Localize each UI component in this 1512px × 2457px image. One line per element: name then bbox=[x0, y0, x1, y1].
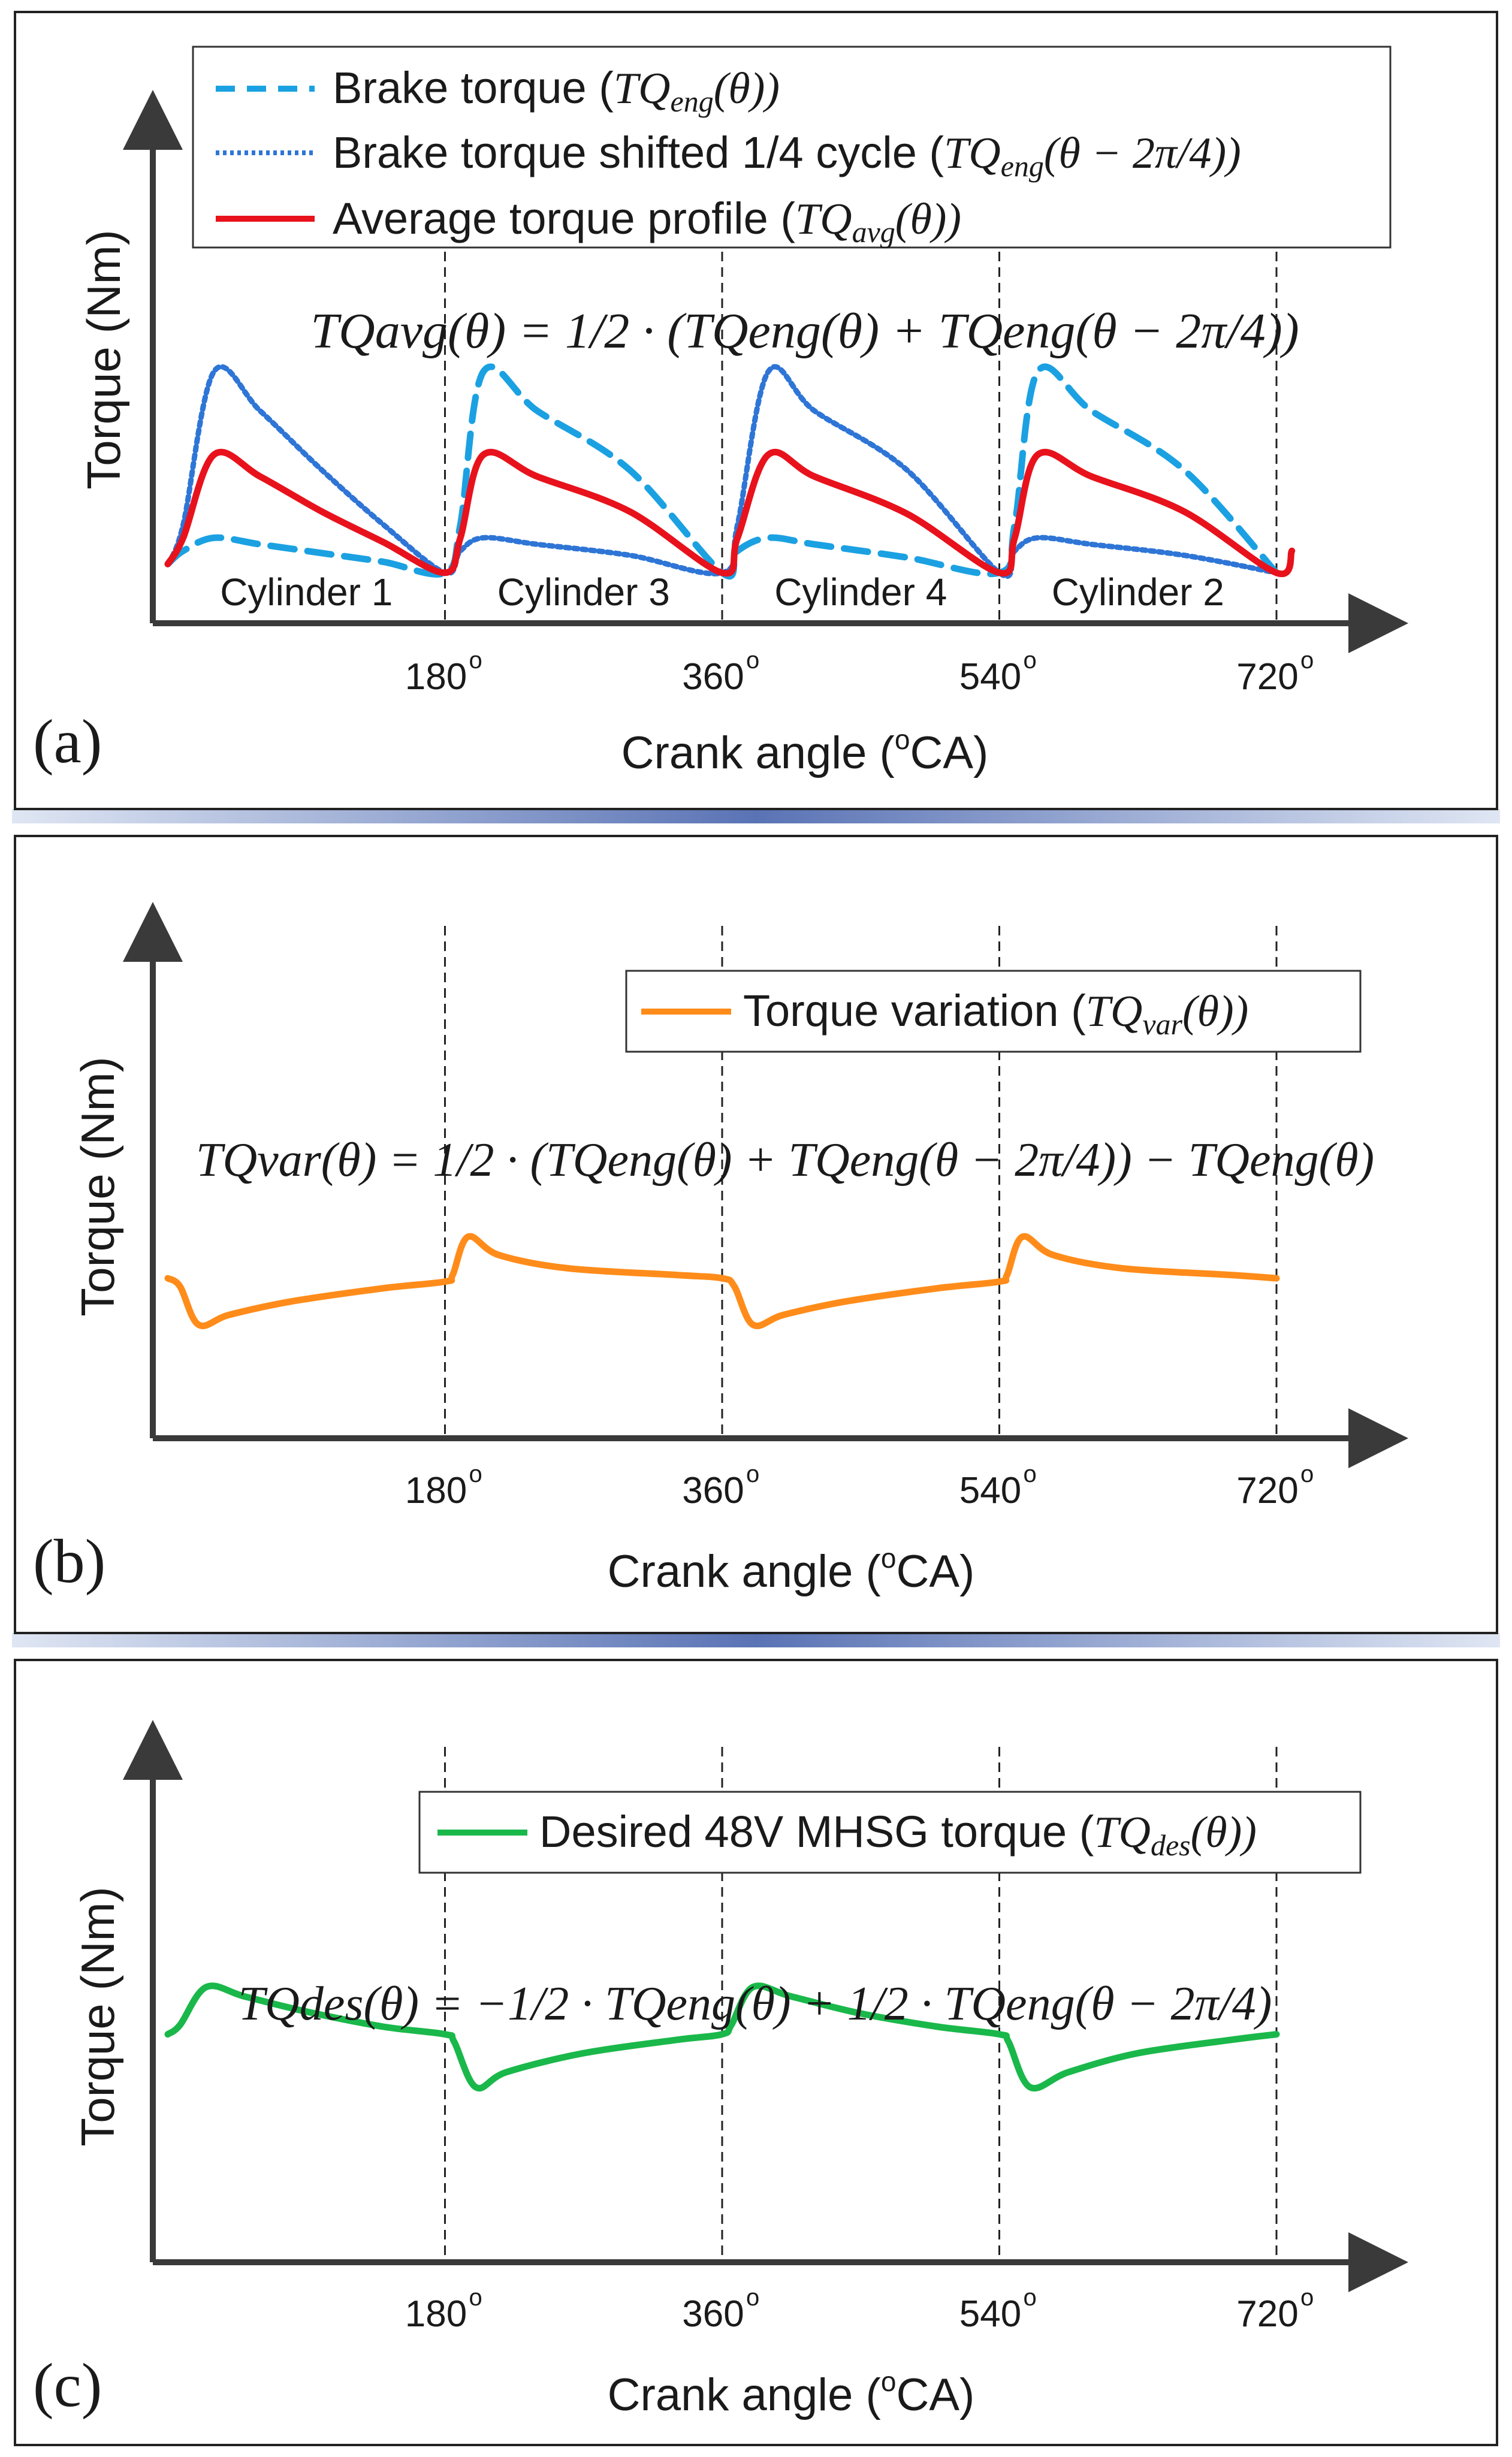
panel-a-x-label: Crank angle (oCA) bbox=[621, 724, 989, 778]
x-tick-degree-360: o bbox=[746, 647, 759, 674]
x-tick-degree-360: o bbox=[746, 1461, 759, 1487]
panel-a-cylinder-labels: Cylinder 1 Cylinder 3 Cylinder 4 Cylinder 2 bbox=[220, 571, 1224, 614]
panel-b-legend: Torque variation (TQvar(θ)) bbox=[625, 970, 1362, 1053]
legend-shifted-torque: Brake torque shifted 1/4 cycle (TQeng(θ … bbox=[333, 128, 1241, 183]
panel-b: 180 o 360 o 540 o 720 o Torque (Nm) Crank angle… bbox=[14, 835, 1498, 1634]
panel-c-legend: Desired 48V MHSG torque (TQdes(θ)) bbox=[418, 1791, 1362, 1874]
x-tick-label-540: 540 bbox=[959, 2293, 1021, 2335]
panel-a-dividers bbox=[444, 96, 1278, 623]
series-line-2-0 bbox=[164, 1982, 1280, 2092]
panel-a-ticks: 180 o 360 o 540 o 720 o bbox=[405, 647, 1314, 698]
panel-b-x-label: Crank angle (oCA) bbox=[608, 1543, 975, 1597]
panel-a: 180 o 360 o 540 o 720 o Cylinder 1 Cylinder 3 Cyl… bbox=[14, 11, 1498, 810]
panel-a-y-label: Torque (Nm) bbox=[77, 230, 130, 489]
legend-torque-variation: Torque variation (TQvar(θ)) bbox=[743, 986, 1248, 1041]
panel-b-y-label: Torque (Nm) bbox=[71, 1057, 124, 1316]
x-tick-degree-540: o bbox=[1024, 2284, 1037, 2311]
x-tick-label-180: 180 bbox=[405, 2293, 467, 2335]
x-tick-label-180: 180 bbox=[405, 1470, 467, 1511]
panel-c-equation: TQdes(θ) = −1/2 · TQeng(θ) + 1/2 · TQeng… bbox=[239, 1978, 1272, 2030]
x-tick-degree-180: o bbox=[469, 647, 482, 674]
legend-desired-torque: Desired 48V MHSG torque (TQdes(θ)) bbox=[539, 1807, 1257, 1862]
panel-c-ticks: 180 o 360 o 540 o 720 o bbox=[405, 2284, 1314, 2335]
cylinder-label-4: Cylinder 2 bbox=[1052, 571, 1224, 614]
x-tick-label-720: 720 bbox=[1236, 1470, 1298, 1511]
cylinder-label-1: Cylinder 1 bbox=[220, 571, 393, 614]
x-tick-label-360: 360 bbox=[682, 2293, 744, 2335]
panel-b-letter: (b) bbox=[33, 1527, 105, 1596]
x-tick-degree-720: o bbox=[1300, 1461, 1314, 1487]
panel-a-letter: (a) bbox=[33, 707, 102, 776]
x-tick-label-540: 540 bbox=[959, 1470, 1021, 1511]
x-tick-degree-720: o bbox=[1300, 2284, 1314, 2311]
x-tick-label-360: 360 bbox=[682, 1470, 744, 1511]
series-line-1-0 bbox=[164, 1233, 1280, 1329]
cylinder-label-3: Cylinder 4 bbox=[774, 571, 947, 614]
x-tick-label-540: 540 bbox=[959, 656, 1021, 698]
x-tick-degree-180: o bbox=[469, 2284, 482, 2311]
panel-c: 180 o 360 o 540 o 720 o Torque (Nm) Crank angle… bbox=[14, 1659, 1498, 2446]
legend-brake-torque: Brake torque (TQeng(θ)) bbox=[333, 63, 780, 118]
panel-b-series bbox=[164, 1233, 1280, 1329]
x-tick-degree-540: o bbox=[1024, 1461, 1037, 1487]
panel-a-series bbox=[164, 363, 1296, 579]
series-line-0-0 bbox=[164, 363, 1280, 579]
x-tick-degree-360: o bbox=[746, 2284, 759, 2311]
x-tick-label-180: 180 bbox=[405, 656, 467, 698]
panel-b-equation: TQvar(θ) = 1/2 · (TQeng(θ) + TQeng(θ − 2… bbox=[196, 1134, 1374, 1187]
x-tick-degree-540: o bbox=[1024, 647, 1037, 674]
x-tick-label-720: 720 bbox=[1236, 656, 1298, 698]
x-tick-degree-180: o bbox=[469, 1461, 482, 1487]
x-tick-degree-720: o bbox=[1300, 647, 1314, 674]
panel-a-legend: Brake torque (TQeng(θ)) Brake torque shi… bbox=[192, 46, 1392, 249]
panel-a-equation: TQavg(θ) = 1/2 · (TQeng(θ) + TQeng(θ − 2… bbox=[310, 303, 1299, 359]
panel-c-x-label: Crank angle (oCA) bbox=[608, 2366, 975, 2420]
x-tick-label-720: 720 bbox=[1236, 2293, 1298, 2335]
panel-c-letter: (c) bbox=[33, 2351, 102, 2420]
panel-c-series bbox=[164, 1982, 1280, 2092]
legend-average-torque: Average torque profile (TQavg(θ)) bbox=[333, 194, 961, 249]
cylinder-label-2: Cylinder 3 bbox=[497, 571, 670, 614]
series-line-0-2 bbox=[164, 448, 1296, 578]
x-tick-label-360: 360 bbox=[682, 656, 744, 698]
panel-c-y-label: Torque (Nm) bbox=[71, 1886, 124, 2146]
panel-b-ticks: 180 o 360 o 540 o 720 o bbox=[405, 1461, 1314, 1511]
